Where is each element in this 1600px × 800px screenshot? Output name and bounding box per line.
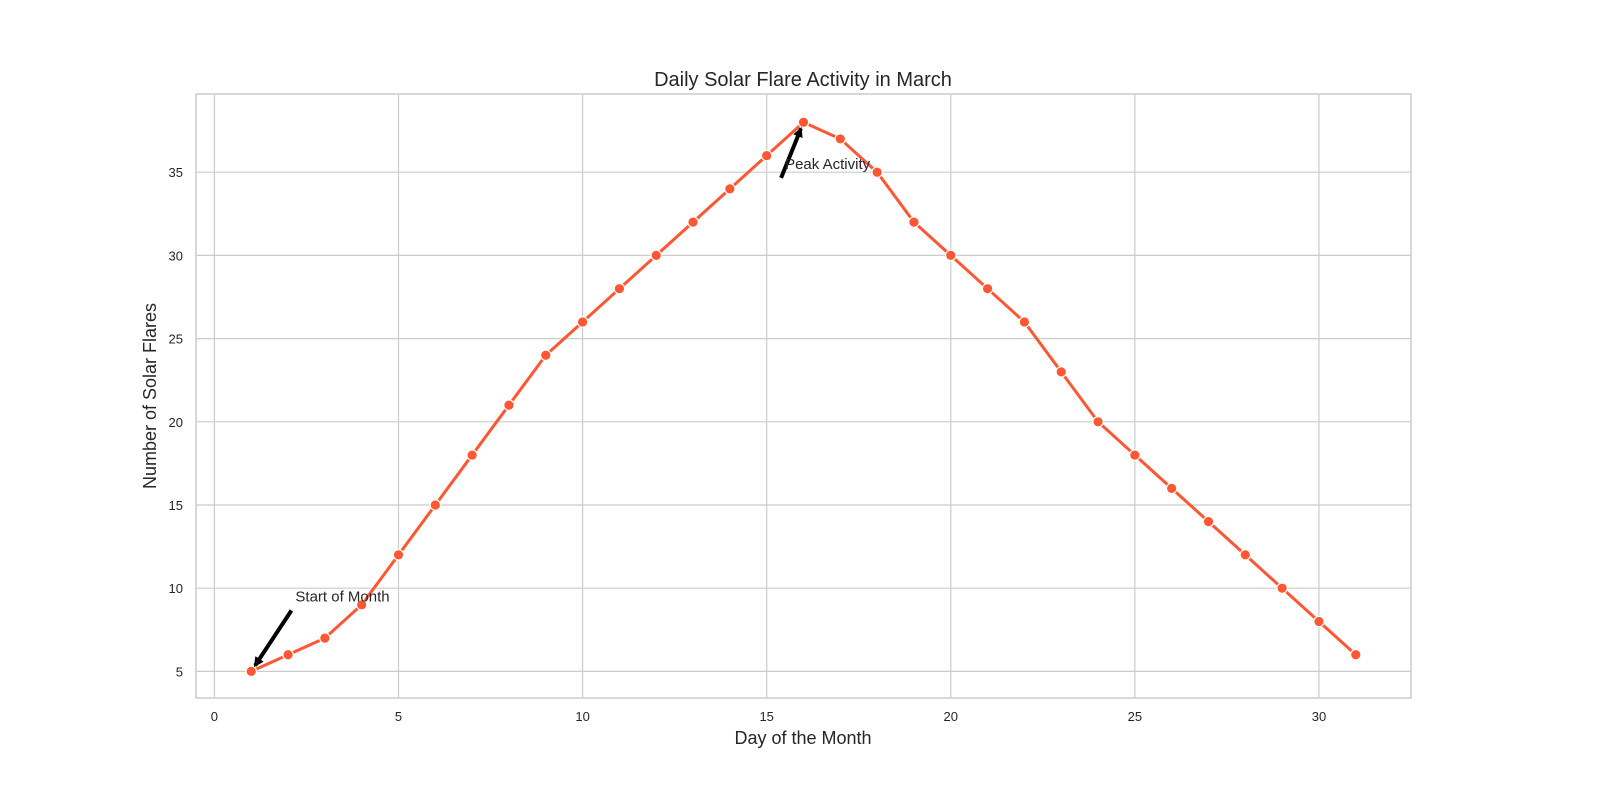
data-point — [1129, 449, 1141, 461]
annotation-label: Start of Month — [295, 589, 389, 606]
x-tick-label: 15 — [759, 709, 773, 724]
data-point — [1239, 549, 1252, 561]
y-tick-label: 10 — [169, 581, 183, 596]
data-point — [503, 399, 515, 411]
data-point — [613, 282, 626, 295]
x-tick-label: 10 — [575, 709, 589, 724]
y-tick-label: 30 — [169, 248, 183, 263]
y-tick-label: 15 — [169, 498, 183, 513]
data-point — [319, 632, 331, 644]
x-tick-label: 5 — [395, 709, 402, 724]
data-point — [1055, 366, 1068, 378]
data-point — [1092, 415, 1104, 428]
y-axis-label: Number of Solar Flares — [140, 303, 160, 489]
data-point — [650, 249, 663, 262]
series-flares — [245, 116, 1362, 678]
data-point — [245, 665, 258, 678]
data-point — [944, 249, 957, 262]
annotation-arrow — [253, 609, 294, 668]
series-line — [249, 120, 1358, 673]
y-tick-label: 20 — [169, 415, 183, 430]
data-point — [392, 549, 405, 561]
data-point — [1276, 582, 1288, 594]
data-point — [1018, 316, 1031, 328]
tick-labels: 0 5 10 15 20 25 30 5 10 15 20 25 30 35 — [169, 165, 1327, 724]
plot-frame — [195, 93, 1412, 699]
data-point — [871, 166, 883, 179]
data-point — [466, 449, 478, 461]
x-tick-label: 0 — [211, 709, 218, 724]
data-point — [429, 499, 442, 511]
data-point — [760, 149, 773, 162]
data-point — [576, 316, 589, 328]
y-tick-label: 25 — [169, 332, 183, 347]
chart-title: Daily Solar Flare Activity in March — [654, 69, 952, 91]
data-point — [724, 183, 736, 195]
data-point — [355, 599, 368, 611]
x-tick-label: 20 — [944, 709, 958, 724]
y-tick-label: 35 — [169, 165, 183, 180]
annotation-arrow — [779, 126, 803, 179]
data-point — [908, 216, 920, 228]
x-tick-label: 30 — [1312, 709, 1326, 724]
y-tick-label: 5 — [176, 664, 183, 679]
x-tick-label: 25 — [1128, 709, 1142, 724]
data-point — [1313, 615, 1325, 628]
data-point — [1165, 482, 1178, 495]
data-point — [539, 349, 552, 362]
data-point — [797, 116, 810, 129]
grid-lines — [196, 94, 1411, 698]
x-axis-label: Day of the Month — [734, 728, 871, 748]
data-point — [687, 216, 699, 228]
data-point — [981, 282, 994, 295]
data-point — [1349, 648, 1362, 661]
data-point — [834, 133, 847, 145]
annotations: Start of Month Peak Activity — [253, 126, 871, 668]
data-point — [1202, 515, 1215, 528]
annotation-label: Peak Activity — [785, 156, 871, 173]
data-point — [282, 648, 294, 661]
